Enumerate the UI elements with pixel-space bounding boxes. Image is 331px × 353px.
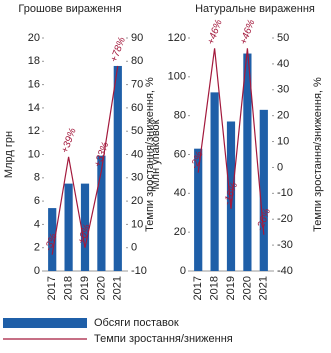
value-label: +46% <box>206 18 225 46</box>
y2-tick-label: 50 <box>277 32 289 44</box>
y2-tick-label: 60 <box>131 102 143 114</box>
x-tick-label: 2017 <box>46 276 58 300</box>
x-tick-label: 2021 <box>258 276 270 300</box>
y2-tick-label: 30 <box>131 172 143 184</box>
value-label: -2% <box>189 150 205 171</box>
y2-tick-label: 40 <box>131 148 143 160</box>
y-tick-label: 16 <box>28 79 40 91</box>
y-axis-title: Млн упаковок <box>150 119 162 189</box>
y-tick-label: 4 <box>34 218 40 230</box>
value-label: -26% <box>255 207 273 233</box>
y-tick-label: 60 <box>174 148 186 160</box>
y2-tick-label: 40 <box>277 58 289 70</box>
y2-tick-label: 80 <box>131 55 143 67</box>
y2-tick-label: 10 <box>131 218 143 230</box>
bar <box>259 109 268 271</box>
legend-label: Обсяги поставок <box>94 317 179 329</box>
y2-tick-label: -10 <box>131 265 147 277</box>
y-tick-label: 120 <box>168 32 186 44</box>
bar <box>194 148 203 271</box>
y2-tick-label: 90 <box>131 32 143 44</box>
y2-axis-title: Темпи зростання/зниження, % <box>312 77 324 232</box>
y2-tick-label: 0 <box>277 161 283 173</box>
y-axis-title: Млрд грн <box>3 131 15 178</box>
x-tick-label: 2021 <box>112 276 124 300</box>
y-tick-label: 20 <box>174 226 186 238</box>
legend-label: Темпи зростання/зниження <box>94 333 233 345</box>
value-label: -3% <box>43 232 59 253</box>
bar <box>48 208 57 271</box>
y-tick-label: 12 <box>28 125 40 137</box>
bar <box>210 92 219 271</box>
y2-tick-label: 20 <box>277 110 289 122</box>
y2-tick-label: -10 <box>277 187 293 199</box>
x-tick-label: 2018 <box>63 276 75 300</box>
y2-tick-label: 70 <box>131 79 143 91</box>
value-label: +39% <box>60 127 79 155</box>
bar <box>97 155 106 271</box>
bar <box>64 183 73 271</box>
y2-tick-label: -30 <box>277 239 293 251</box>
bar <box>80 183 90 271</box>
value-label: +46% <box>238 18 257 46</box>
y2-tick-label: 0 <box>131 242 137 254</box>
value-label: -16% <box>222 181 240 207</box>
y-tick-label: 14 <box>28 102 40 114</box>
y-tick-label: 0 <box>180 265 186 277</box>
x-tick-label: 2020 <box>241 276 253 300</box>
y-tick-label: 0 <box>34 265 40 277</box>
chart-title: Грошове вираження <box>18 3 121 15</box>
y2-tick-label: 20 <box>131 195 143 207</box>
line <box>197 48 265 235</box>
y-tick-label: 2 <box>34 242 40 254</box>
value-label: +33% <box>92 141 111 169</box>
value-label: +0% <box>76 223 93 246</box>
y2-axis-title: Темпи зростання/зниження, % <box>144 77 156 232</box>
legend-swatch <box>3 318 87 328</box>
y2-tick-label: 50 <box>131 125 143 137</box>
bar <box>243 53 252 272</box>
line <box>51 65 119 255</box>
y-tick-label: 10 <box>28 148 40 160</box>
y-tick-label: 100 <box>168 71 186 83</box>
value-label: +78% <box>109 36 128 64</box>
bar <box>113 65 122 272</box>
y2-tick-label: -20 <box>277 213 293 225</box>
x-tick-label: 2017 <box>192 276 204 300</box>
y-tick-label: 20 <box>28 32 40 44</box>
y-tick-label: 8 <box>34 172 40 184</box>
x-tick-label: 2019 <box>225 276 237 300</box>
x-tick-label: 2018 <box>209 276 221 300</box>
x-tick-label: 2020 <box>95 276 107 300</box>
bar <box>226 121 236 271</box>
x-tick-label: 2019 <box>79 276 91 300</box>
chart-title: Натуральне вираження <box>195 3 315 15</box>
y-tick-label: 18 <box>28 55 40 67</box>
y-tick-label: 40 <box>174 187 186 199</box>
y2-tick-label: -40 <box>277 265 293 277</box>
y2-tick-label: 10 <box>277 135 289 147</box>
y-tick-label: 6 <box>34 195 40 207</box>
y-tick-label: 80 <box>174 110 186 122</box>
y2-tick-label: 30 <box>277 84 289 96</box>
